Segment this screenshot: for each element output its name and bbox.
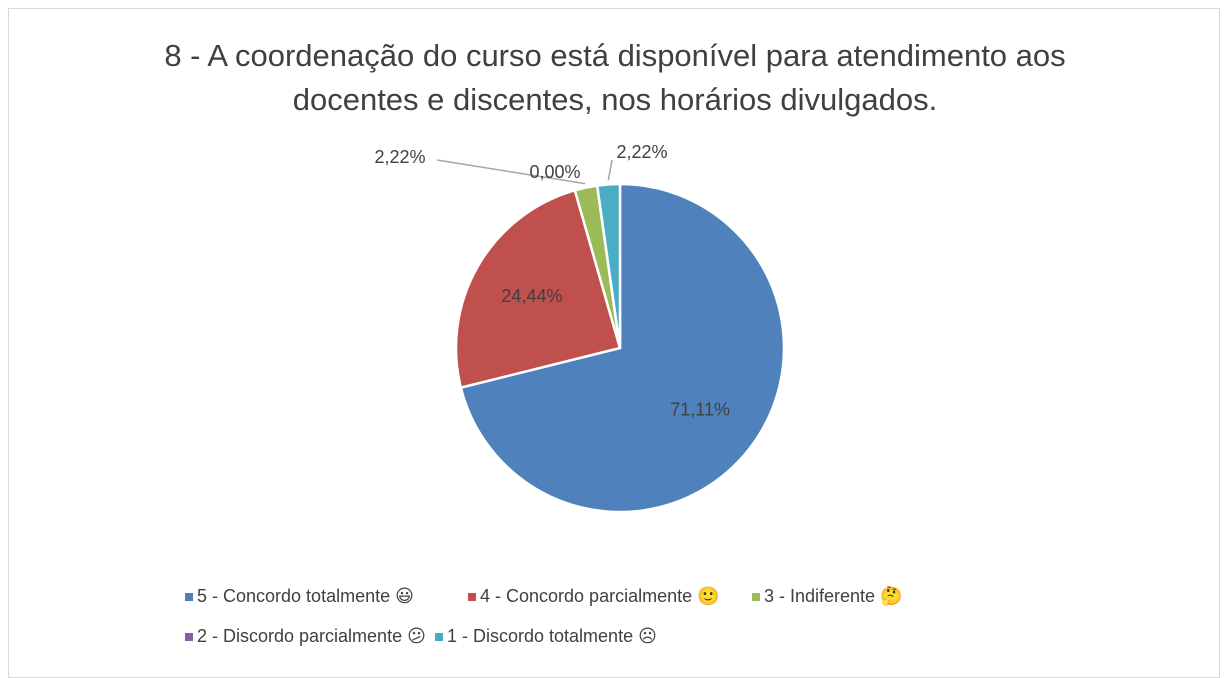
legend-marker <box>468 593 476 601</box>
data-label: 2,22% <box>374 147 425 167</box>
pie-slice <box>454 188 622 390</box>
data-label: 71,11% <box>670 399 730 419</box>
data-label: 2,22% <box>616 142 667 162</box>
legend-label: 5 - Concordo totalmente 😃 <box>197 586 414 606</box>
legend-marker <box>185 593 193 601</box>
data-label: 0,00% <box>529 162 580 182</box>
pie-slice <box>595 182 622 349</box>
legend-marker <box>435 633 443 641</box>
data-label: 24,44% <box>501 286 562 306</box>
chart-title: 8 - A coordenação do curso está disponív… <box>164 38 1066 117</box>
pie-slice <box>459 182 786 514</box>
legend-label: 3 - Indiferente 🤔 <box>764 586 902 606</box>
legend-label: 4 - Concordo parcialmente 🙂 <box>480 586 720 606</box>
legend-label: 1 - Discordo totalmente ☹ <box>447 626 657 646</box>
legend-label: 2 - Discordo parcialmente 😕 <box>197 626 426 646</box>
legend-marker <box>185 633 193 641</box>
leader-line <box>436 159 586 185</box>
leader-line <box>607 159 613 181</box>
legend-marker <box>752 593 760 601</box>
